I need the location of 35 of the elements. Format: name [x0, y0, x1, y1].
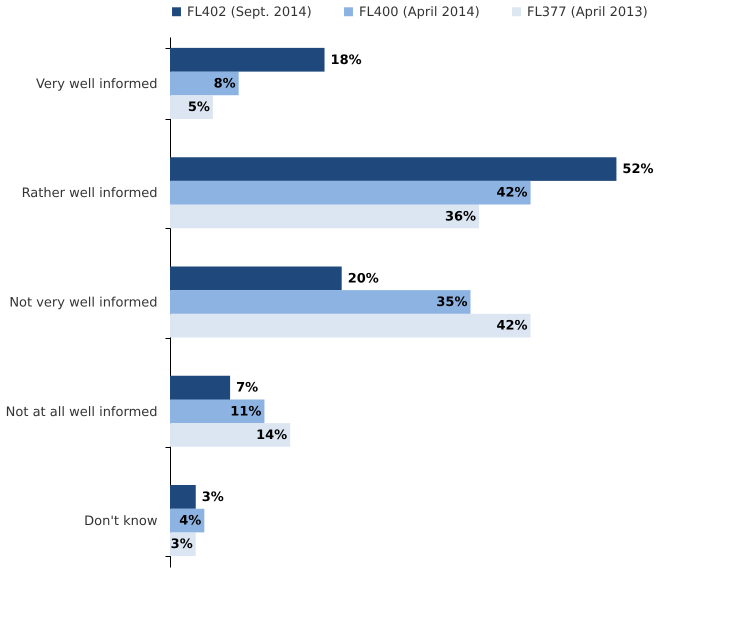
legend-label: FL402 (Sept. 2014) — [187, 4, 312, 20]
bar — [170, 423, 290, 447]
bar — [170, 266, 342, 290]
data-label: 4% — [179, 514, 202, 529]
data-label: 3% — [202, 490, 224, 505]
bar — [170, 72, 239, 96]
data-label: 42% — [496, 318, 528, 334]
y-tick-label: Not very well informed — [9, 296, 158, 310]
y-tick-label: Not at all well informed — [6, 404, 158, 420]
data-label: 11% — [230, 404, 262, 420]
y-tick-label: Rather well informed — [22, 186, 158, 202]
bar — [170, 48, 325, 72]
data-label: 7% — [236, 380, 258, 396]
bar — [170, 314, 531, 338]
bar — [170, 485, 196, 509]
data-label: 3% — [170, 537, 193, 552]
data-label: 5% — [188, 100, 210, 116]
data-label: 52% — [622, 162, 654, 178]
y-tick-label: Don't know — [84, 514, 158, 530]
y-tick-label: Very well informed — [36, 76, 158, 92]
data-label: 35% — [436, 295, 468, 310]
legend-label: FL400 (April 2014) — [359, 4, 480, 20]
bar — [170, 399, 264, 424]
data-label: 20% — [348, 271, 379, 286]
data-label: 8% — [214, 76, 236, 92]
legend-label: FL377 (April 2013) — [527, 4, 648, 20]
data-label: 18% — [330, 52, 362, 68]
bar — [170, 290, 470, 314]
data-label: 36% — [444, 209, 476, 224]
bar — [170, 376, 230, 400]
data-label: 14% — [256, 428, 288, 443]
data-label: 42% — [496, 186, 528, 201]
bar — [170, 157, 616, 181]
bar — [170, 180, 531, 205]
bar — [170, 204, 480, 228]
